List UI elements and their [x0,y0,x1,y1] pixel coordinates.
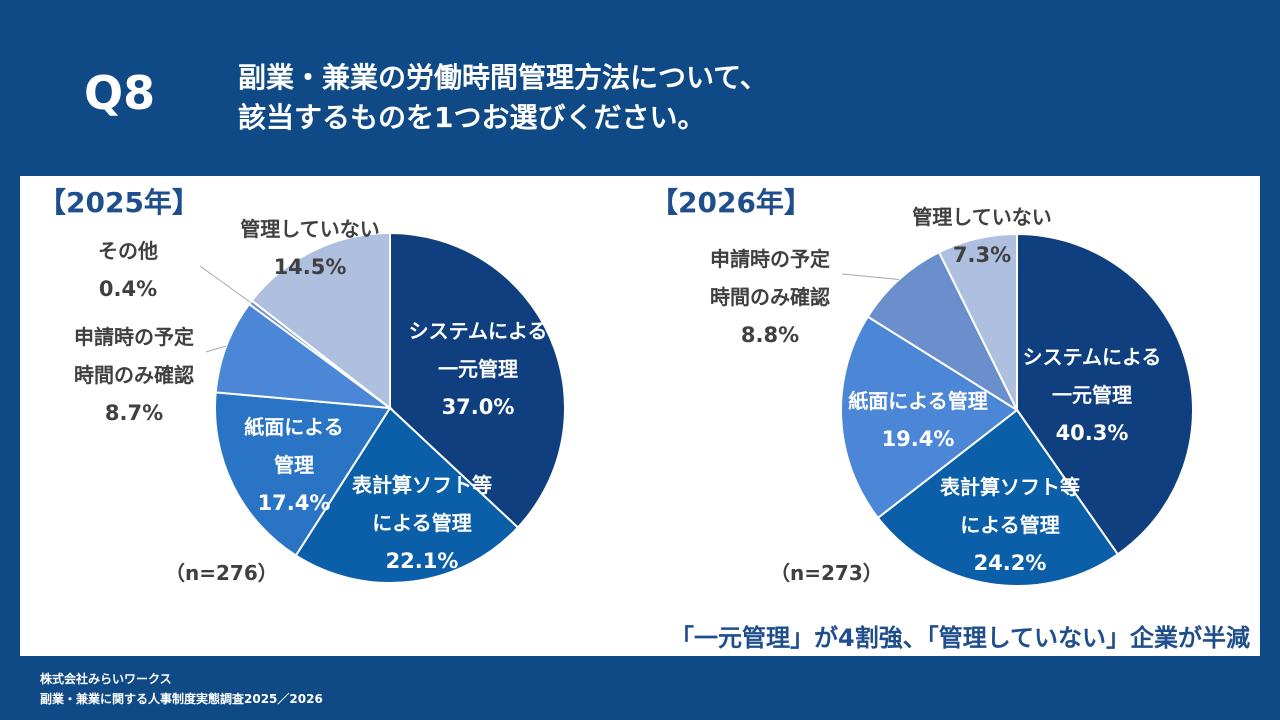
slice-label: その他 [98,239,158,263]
slice-value-label: 7.3% [953,243,1011,267]
chart-title: 【2026年】 [650,186,812,219]
sample-size-label: （n=273） [770,561,883,585]
question-number: Q8 [84,66,156,120]
slice-value-label: 37.0% [442,395,515,419]
chart-title: 【2025年】 [38,186,200,219]
slice-label: 管理していない [912,205,1051,229]
pie-slice [937,232,1018,411]
pie-slice [389,231,567,529]
slice-label: 紙面による [244,415,343,439]
slice-label: システムによる [409,319,548,343]
pie-chart-1: システムによる一元管理37.0%表計算ソフト等による管理22.1%紙面による管理… [38,186,567,585]
slice-value-label: 17.4% [258,491,331,515]
slice-value-label: 22.1% [386,549,459,573]
slice-label: 一元管理 [438,357,518,381]
slice-label: 時間のみ確認 [710,285,830,309]
slice-label: 表計算ソフト等 [352,473,492,497]
slice-value-label: 14.5% [274,255,347,279]
slice-label: 紙面による管理 [848,389,987,413]
slice-value-label: 8.8% [741,323,799,347]
slice-value-label: 24.2% [974,551,1047,575]
question-line-2: 該当するものを1つお選びください。 [238,101,706,134]
slice-label: 申請時の予定 [74,325,194,349]
slice-label: システムによる [1023,345,1162,369]
pie-slice [250,231,391,411]
pie-slice [866,250,1020,413]
conclusion-text: 「一元管理」が4割強、「管理していない」企業が半減 [670,624,1250,652]
sample-size-label: （n=276） [165,561,278,585]
slice-label: 申請時の予定 [710,247,830,271]
slice-value-label: 19.4% [882,427,955,451]
slice-label: 管理していない [240,217,379,241]
pie-slice [294,406,520,584]
slice-label: による管理 [960,513,1059,537]
leader-line [205,345,227,353]
question-line-1: 副業・兼業の労働時間管理方法について、 [238,61,768,94]
question-text: 副業・兼業の労働時間管理方法について、 該当するものを1つお選びください。 [238,58,768,138]
leader-line [199,265,251,303]
slice-label: 表計算ソフト等 [940,475,1080,499]
slice-value-label: 40.3% [1056,421,1129,445]
slice-label: 一元管理 [1052,383,1132,407]
pie-slice [1016,232,1194,556]
pie-slice [214,302,394,410]
slice-value-label: 8.7% [105,401,163,425]
slice-value-label: 0.4% [99,277,157,301]
slice-label: 時間のみ確認 [74,363,194,387]
footer-company: 株式会社みらいワークス [40,672,172,686]
pie-slice [876,408,1120,587]
pie-slice [214,391,392,557]
footer-survey: 副業・兼業に関する人事制度実態調査2025／2026 [40,692,323,706]
slice-label: による管理 [372,511,471,535]
pie-slice [840,315,1019,520]
leader-line [841,273,900,280]
slice-label: 管理 [274,453,314,477]
